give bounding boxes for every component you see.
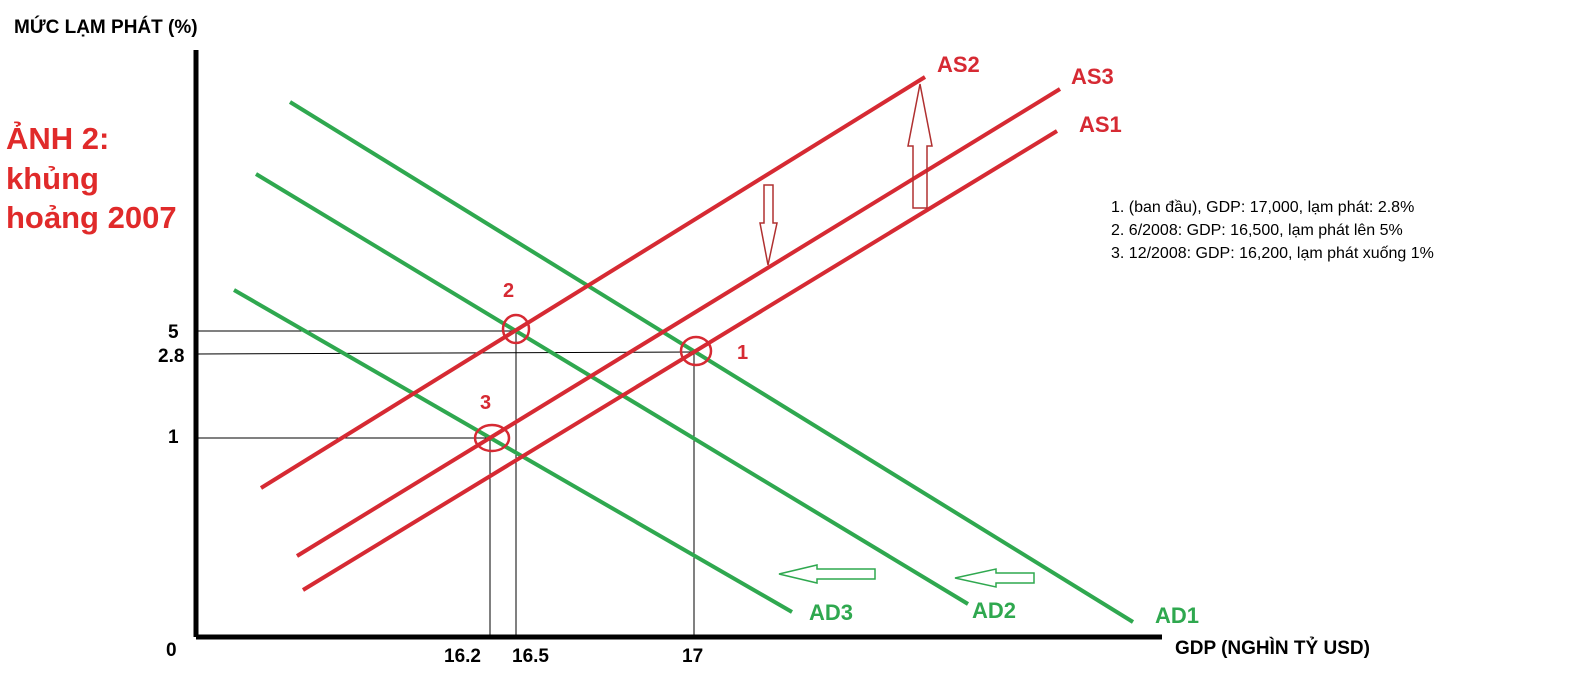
as3-curve bbox=[295, 87, 1062, 558]
diagram-title: ẢNH 2: khủng hoảng 2007 bbox=[6, 121, 177, 235]
origin-label: 0 bbox=[166, 640, 177, 661]
point-label-1: 1 bbox=[737, 342, 748, 364]
arrow-up-icon bbox=[907, 83, 933, 209]
x-tick-17: 17 bbox=[682, 646, 703, 667]
equilibrium-circle-3 bbox=[473, 423, 511, 453]
note-1: 1. (ban đầu), GDP: 17,000, lạm phát: 2.8… bbox=[1111, 199, 1414, 216]
arrow-left-icon bbox=[778, 564, 876, 584]
ad3-label: AD3 bbox=[809, 600, 853, 625]
as2-curve bbox=[259, 75, 927, 490]
arrow-down-icon bbox=[759, 184, 778, 266]
as3-label: AS3 bbox=[1071, 64, 1114, 89]
arrow-left-icon bbox=[954, 568, 1035, 588]
ad3-curve bbox=[233, 288, 793, 614]
ad1-label: AD1 bbox=[1155, 603, 1199, 628]
equilibrium-circle-2 bbox=[501, 313, 531, 345]
guide-y-2.8 bbox=[195, 351, 695, 355]
ad2-curve bbox=[254, 172, 970, 606]
x-tick-16.2: 16.2 bbox=[444, 646, 481, 667]
as1-label: AS1 bbox=[1079, 112, 1122, 137]
x-tick-16.5: 16.5 bbox=[512, 646, 549, 667]
point-label-2: 2 bbox=[503, 280, 514, 302]
title-line-1: ẢNH 2: bbox=[6, 121, 109, 156]
y-axis-label: MỨC LẠM PHÁT (%) bbox=[14, 16, 198, 38]
y-tick-1: 1 bbox=[168, 427, 179, 448]
note-2: 2. 6/2008: GDP: 16,500, lạm phát lên 5% bbox=[1111, 222, 1403, 239]
as2-label: AS2 bbox=[937, 52, 980, 77]
y-tick-5: 5 bbox=[168, 322, 179, 343]
y-tick-2.8: 2.8 bbox=[158, 346, 184, 367]
title-line-2: khủng bbox=[6, 161, 99, 196]
ad1-curve bbox=[288, 100, 1135, 624]
as1-curve bbox=[301, 129, 1059, 592]
equilibrium-circle-1 bbox=[679, 335, 713, 367]
x-axis-label: GDP (NGHÌN TỶ USD) bbox=[1175, 637, 1370, 659]
note-3: 3. 12/2008: GDP: 16,200, lạm phát xuống … bbox=[1111, 245, 1434, 262]
ad2-label: AD2 bbox=[972, 598, 1016, 623]
title-line-3: hoảng 2007 bbox=[6, 200, 177, 235]
point-label-3: 3 bbox=[480, 392, 491, 414]
